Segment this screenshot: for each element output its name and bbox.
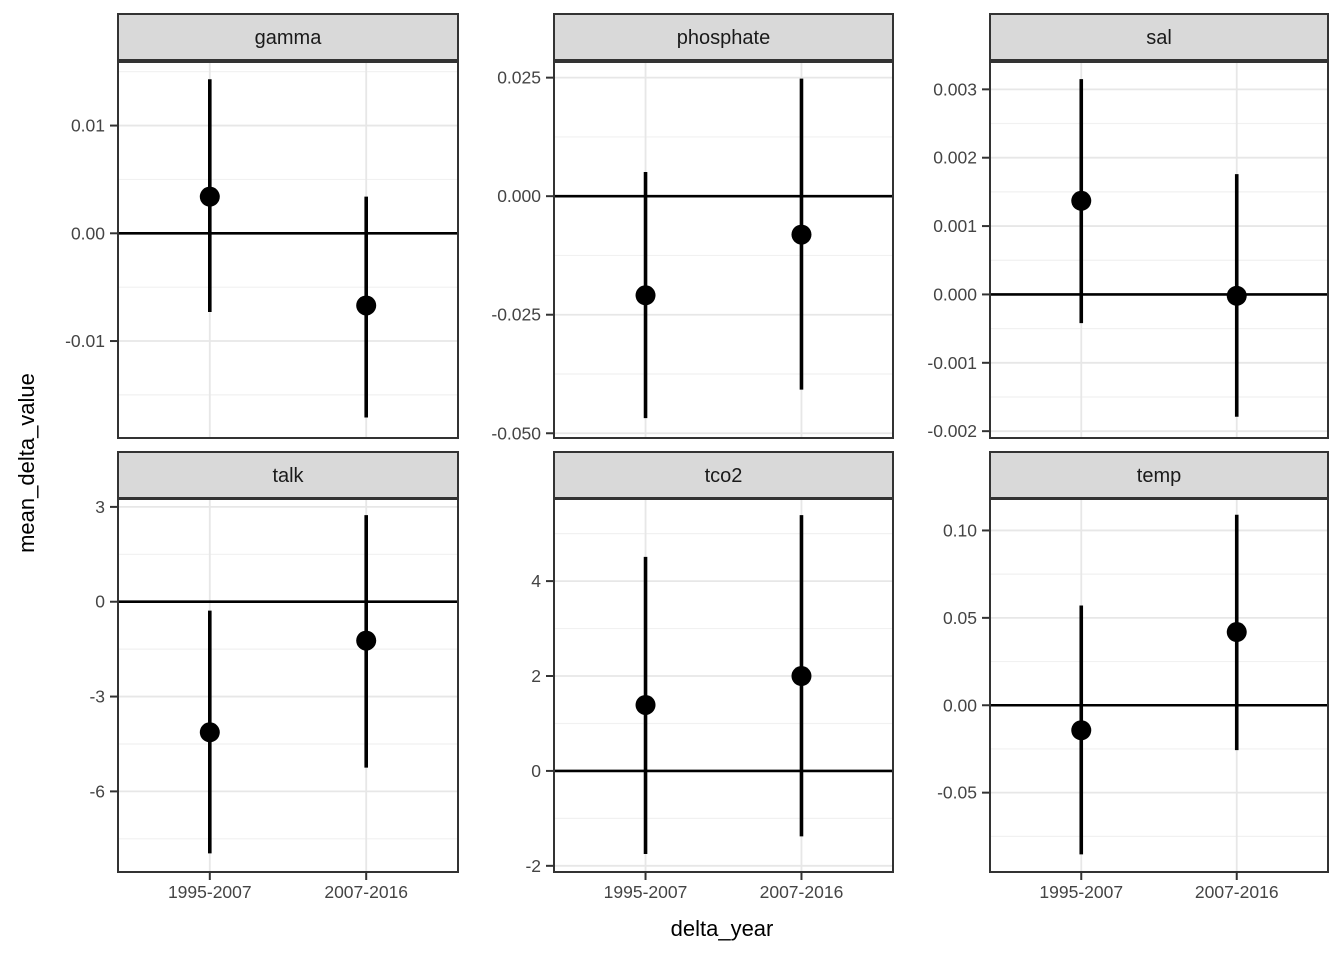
y-tick-label: -3 bbox=[89, 687, 105, 707]
facet-strip-label: tco2 bbox=[705, 465, 743, 487]
y-tick-label: -0.050 bbox=[491, 423, 541, 443]
y-tick-label: 3 bbox=[95, 497, 105, 517]
panel-background bbox=[118, 62, 458, 438]
y-tick-label: 0.000 bbox=[497, 186, 541, 206]
y-tick-label: -0.01 bbox=[65, 331, 105, 351]
y-tick-label: 0.003 bbox=[933, 79, 977, 99]
y-tick-label: 0 bbox=[531, 761, 541, 781]
y-tick-label: 4 bbox=[531, 571, 541, 591]
point-temp-1995-2007 bbox=[1071, 720, 1092, 741]
facet-strip-label: sal bbox=[1146, 27, 1172, 49]
point-temp-2007-2016 bbox=[1226, 622, 1247, 643]
point-gamma-1995-2007 bbox=[199, 186, 220, 207]
facet-strip-label: phosphate bbox=[677, 27, 770, 49]
facet-strip-label: temp bbox=[1137, 465, 1181, 487]
y-tick-label: -0.025 bbox=[491, 305, 541, 325]
point-talk-1995-2007 bbox=[199, 722, 220, 743]
facet-strip-gamma bbox=[117, 13, 459, 61]
x-tick-label: 2007-2016 bbox=[760, 882, 844, 902]
point-sal-1995-2007 bbox=[1071, 190, 1092, 211]
y-tick-label: 2 bbox=[531, 666, 541, 686]
y-tick-label: 0.05 bbox=[943, 608, 977, 628]
y-tick-label: 0.00 bbox=[71, 223, 105, 243]
y-tick-label: -2 bbox=[525, 856, 541, 876]
y-tick-label: 0.10 bbox=[943, 520, 977, 540]
facet-strip-talk bbox=[117, 451, 459, 499]
y-axis-title: mean_delta_value bbox=[14, 373, 39, 553]
facet-strip-phosphate bbox=[553, 13, 894, 61]
facet-sal: sal 0.003 0.002 0.001 0.000 -0.001 -0.002 bbox=[927, 13, 1329, 441]
y-tick-label: 0 bbox=[95, 592, 105, 612]
facet-gamma: gamma 0.01 0.00 -0.01 bbox=[65, 13, 459, 439]
facet-strip-tco2 bbox=[553, 451, 894, 499]
point-tco2-1995-2007 bbox=[635, 694, 656, 715]
point-sal-2007-2016 bbox=[1226, 285, 1247, 306]
panel-background bbox=[990, 499, 1328, 872]
y-tick-label: 0.01 bbox=[71, 116, 105, 136]
y-tick-label: 0.00 bbox=[943, 695, 977, 715]
panel-background bbox=[554, 62, 893, 438]
y-tick-label: 0.025 bbox=[497, 68, 541, 88]
facet-strip-label: gamma bbox=[255, 27, 323, 49]
y-tick-label: -6 bbox=[89, 781, 105, 801]
panel-border bbox=[989, 61, 1329, 439]
facet-temp: temp 0.10 0.05 0.00 -0.05 1995-2007 2007-2016 bbox=[937, 451, 1329, 902]
y-tick-label: 0.000 bbox=[933, 284, 977, 304]
point-talk-2007-2016 bbox=[356, 630, 377, 651]
facet-strip-sal bbox=[989, 13, 1329, 61]
x-tick-label: 1995-2007 bbox=[1039, 882, 1123, 902]
x-tick-label: 1995-2007 bbox=[168, 882, 252, 902]
facet-tco2: tco2 4 2 0 -2 1995-2007 2007-2016 bbox=[525, 451, 894, 902]
facet-talk: talk 3 0 -3 -6 1995-2007 2007-2016 bbox=[89, 451, 459, 902]
y-tick-label: 0.002 bbox=[933, 148, 977, 168]
y-tick-label: -0.05 bbox=[937, 783, 977, 803]
point-phosphate-1995-2007 bbox=[635, 285, 656, 306]
panel-background bbox=[990, 62, 1328, 438]
y-tick-label: -0.001 bbox=[927, 353, 977, 373]
panel-background bbox=[118, 499, 458, 872]
panel-background bbox=[554, 499, 893, 872]
facet-strip-label: talk bbox=[272, 465, 304, 487]
y-tick-label: -0.002 bbox=[927, 421, 977, 441]
panel-border bbox=[553, 61, 894, 439]
y-tick-label: 0.001 bbox=[933, 216, 977, 236]
x-tick-label: 1995-2007 bbox=[604, 882, 688, 902]
facet-phosphate: phosphate 0.025 0.000 -0.025 -0.050 bbox=[491, 13, 894, 443]
x-tick-label: 2007-2016 bbox=[1195, 882, 1279, 902]
x-tick-label: 2007-2016 bbox=[324, 882, 408, 902]
panel-border bbox=[117, 61, 459, 439]
point-tco2-2007-2016 bbox=[791, 666, 812, 687]
point-gamma-2007-2016 bbox=[356, 295, 377, 316]
x-axis-title: delta_year bbox=[670, 916, 774, 941]
facet-strip-temp bbox=[989, 451, 1329, 499]
point-phosphate-2007-2016 bbox=[791, 224, 812, 245]
